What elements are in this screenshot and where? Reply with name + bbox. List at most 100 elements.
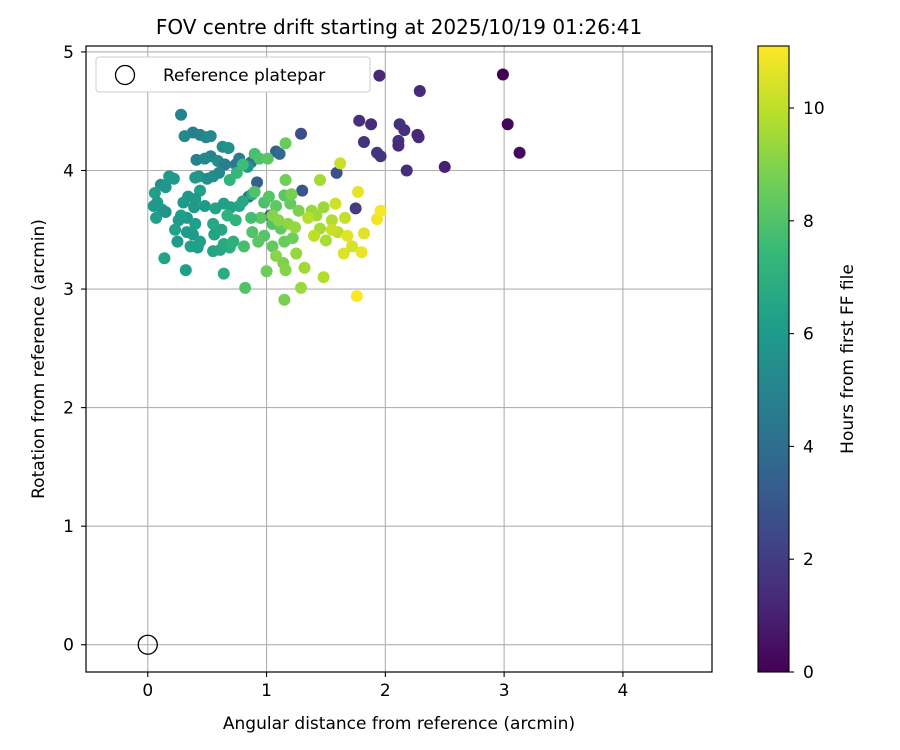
x-tick-label: 1 — [261, 681, 272, 701]
y-tick-label: 4 — [63, 161, 74, 181]
data-point — [191, 241, 204, 254]
data-point — [295, 281, 308, 294]
data-point — [188, 201, 201, 214]
data-point — [189, 171, 202, 184]
data-point — [236, 195, 249, 208]
colorbar-tick-label: 2 — [803, 550, 814, 570]
data-point — [148, 187, 161, 200]
data-point — [254, 211, 267, 224]
x-axis-label: Angular distance from reference (arcmin) — [223, 714, 575, 734]
colorbar-ticks: 0 2 4 6 8 10 — [789, 99, 825, 683]
data-point — [392, 139, 405, 152]
data-point — [215, 223, 228, 236]
y-tick-label: 2 — [63, 399, 74, 419]
colorbar-tick-label: 8 — [803, 212, 814, 232]
y-tick-label: 0 — [63, 636, 74, 656]
data-point — [317, 201, 330, 214]
colorbar-tick-label: 10 — [803, 99, 825, 119]
reference-platepar-marker — [137, 634, 158, 655]
data-point — [214, 243, 227, 256]
data-point — [260, 265, 273, 278]
data-point — [171, 235, 184, 248]
data-point — [222, 141, 235, 154]
data-point — [341, 229, 354, 242]
data-point — [261, 152, 274, 165]
data-points — [147, 68, 526, 306]
data-point — [179, 264, 192, 277]
y-tick-label: 1 — [63, 517, 74, 537]
data-point — [246, 226, 259, 239]
data-point — [337, 247, 350, 260]
colorbar-tick-label: 6 — [803, 325, 814, 345]
legend-entry: Reference platepar — [163, 66, 325, 86]
data-point — [352, 185, 365, 198]
data-point — [266, 240, 279, 253]
data-point — [236, 158, 249, 171]
data-point — [496, 68, 509, 81]
data-point — [400, 164, 413, 177]
data-point — [207, 217, 220, 230]
data-point — [314, 173, 327, 186]
colorbar-tick-label: 4 — [803, 437, 814, 457]
data-point — [167, 172, 180, 185]
data-point — [253, 152, 266, 165]
data-point — [308, 229, 321, 242]
data-point — [319, 234, 332, 247]
data-point — [349, 202, 362, 215]
data-point — [273, 147, 286, 160]
chart-title: FOV centre drift starting at 2025/10/19 … — [156, 15, 642, 39]
y-axis-label: Rotation from reference (arcmin) — [29, 219, 49, 499]
data-point — [329, 197, 342, 210]
data-point — [245, 211, 258, 224]
data-point — [357, 136, 370, 149]
data-point — [296, 184, 309, 197]
data-point — [218, 158, 231, 171]
data-point — [302, 211, 315, 224]
data-point — [279, 173, 292, 186]
data-point — [438, 160, 451, 173]
data-point — [357, 227, 370, 240]
data-point — [189, 217, 202, 230]
x-axis-ticks: 0 1 2 3 4 — [142, 672, 628, 701]
data-point — [172, 214, 185, 227]
data-point — [279, 137, 292, 150]
data-point — [158, 252, 171, 265]
data-point — [355, 246, 368, 259]
data-point — [289, 221, 302, 234]
x-tick-label: 3 — [499, 681, 510, 701]
y-tick-label: 5 — [63, 43, 74, 63]
legend-marker-icon — [114, 64, 136, 86]
data-point — [398, 124, 411, 137]
data-point — [204, 130, 217, 143]
data-point — [373, 69, 386, 82]
data-point — [298, 261, 311, 274]
data-point — [198, 200, 211, 213]
colorbar-label: Hours from first FF file — [838, 264, 858, 454]
data-point — [413, 85, 426, 98]
data-point — [159, 181, 172, 194]
reference-marker — [137, 634, 158, 655]
data-point — [230, 166, 243, 179]
data-point — [178, 130, 191, 143]
data-point — [248, 185, 261, 198]
data-point — [346, 240, 359, 253]
data-point — [365, 118, 378, 131]
data-point — [227, 235, 240, 248]
data-point — [159, 205, 172, 218]
data-point — [338, 211, 351, 224]
data-point — [175, 108, 188, 121]
colorbar-gradient — [757, 45, 790, 673]
data-point — [325, 223, 338, 236]
data-point — [229, 214, 242, 227]
plot-frame — [85, 45, 713, 673]
data-point — [330, 166, 343, 179]
legend: Reference platepar — [95, 56, 371, 93]
data-point — [374, 204, 387, 217]
y-tick-label: 3 — [63, 280, 74, 300]
data-point — [251, 176, 264, 189]
y-axis-ticks: 0 1 2 3 4 5 — [63, 43, 86, 656]
data-point — [374, 150, 387, 163]
data-point — [169, 223, 182, 236]
data-point — [272, 214, 285, 227]
